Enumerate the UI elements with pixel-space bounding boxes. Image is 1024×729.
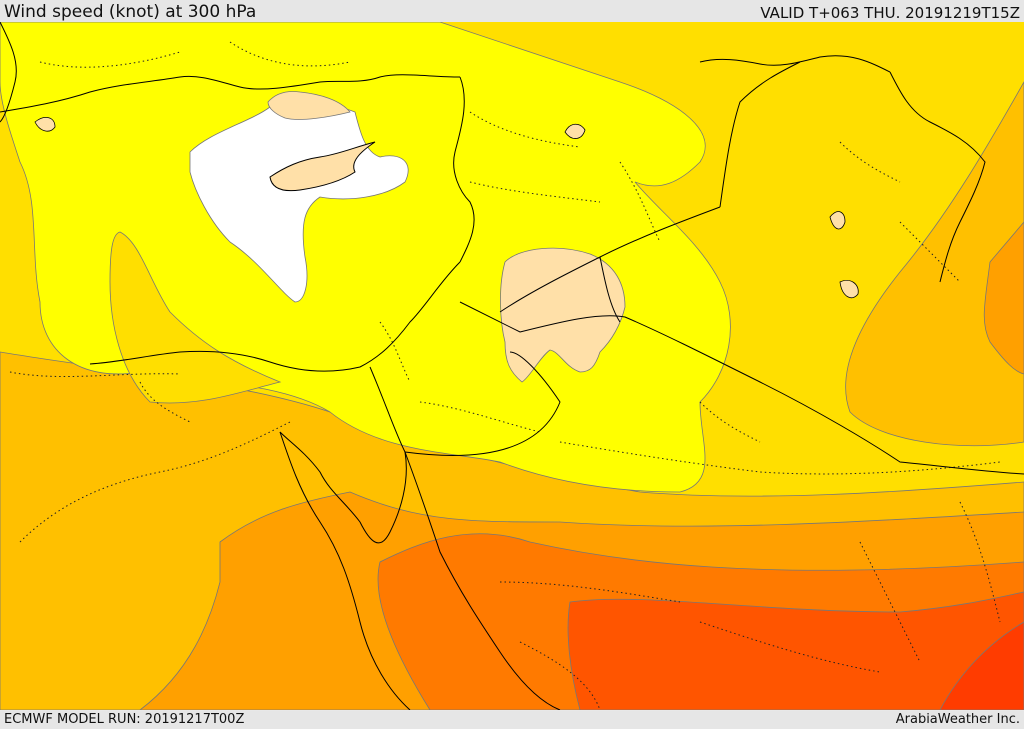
valid-time: VALID T+063 THU. 20191219T15Z xyxy=(760,4,1020,22)
footer-bar: ECMWF MODEL RUN: 20191217T00Z ArabiaWeat… xyxy=(0,711,1024,729)
model-run: ECMWF MODEL RUN: 20191217T00Z xyxy=(4,712,245,727)
coastlines xyxy=(0,22,986,710)
cyprus-island xyxy=(269,141,376,192)
wind-band-orange-east xyxy=(983,221,1024,375)
wind-band-peach-north xyxy=(267,91,351,120)
wind-band-gold-tongue xyxy=(109,231,282,404)
wind-band-amber-east xyxy=(845,81,1024,447)
country-borders xyxy=(369,61,1024,475)
credit-text: ArabiaWeather Inc. xyxy=(895,712,1020,727)
wind-speed-map[interactable] xyxy=(0,22,1024,710)
map-title: Wind speed (knot) at 300 hPa xyxy=(4,2,257,22)
wind-band-peach-central xyxy=(500,247,626,383)
islands xyxy=(34,117,859,299)
wind-band-red-orange xyxy=(567,591,1024,710)
header-bar: Wind speed (knot) at 300 hPa VALID T+063… xyxy=(0,0,1024,22)
admin-boundaries xyxy=(9,41,1001,710)
